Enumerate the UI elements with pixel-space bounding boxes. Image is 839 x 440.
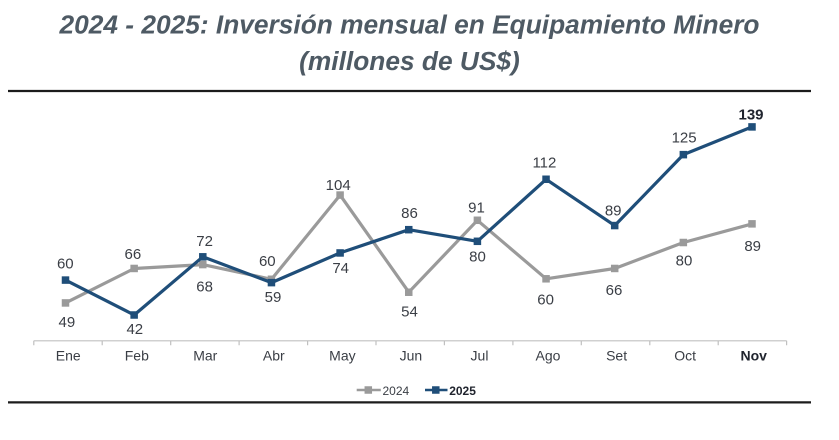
svg-text:89: 89 bbox=[744, 238, 761, 255]
svg-text:104: 104 bbox=[326, 177, 351, 194]
svg-text:2025: 2025 bbox=[449, 384, 476, 398]
svg-text:80: 80 bbox=[469, 249, 486, 266]
svg-text:72: 72 bbox=[196, 233, 213, 250]
svg-text:54: 54 bbox=[401, 304, 418, 321]
svg-text:60: 60 bbox=[259, 253, 276, 270]
svg-text:74: 74 bbox=[332, 260, 349, 277]
svg-text:Jul: Jul bbox=[471, 347, 489, 363]
svg-text:68: 68 bbox=[196, 279, 213, 296]
svg-text:86: 86 bbox=[401, 205, 418, 222]
svg-text:Jun: Jun bbox=[400, 347, 423, 363]
svg-text:2024: 2024 bbox=[383, 384, 410, 398]
svg-text:80: 80 bbox=[676, 253, 693, 270]
svg-text:66: 66 bbox=[606, 282, 623, 299]
svg-text:Feb: Feb bbox=[125, 347, 149, 363]
svg-text:Mar: Mar bbox=[193, 347, 217, 363]
svg-text:112: 112 bbox=[532, 154, 556, 171]
svg-text:60: 60 bbox=[57, 256, 74, 273]
svg-text:125: 125 bbox=[672, 130, 697, 147]
svg-text:Oct: Oct bbox=[674, 347, 696, 363]
svg-text:60: 60 bbox=[537, 292, 554, 309]
svg-text:Nov: Nov bbox=[740, 347, 767, 363]
svg-text:May: May bbox=[329, 347, 355, 363]
svg-text:2024 - 2025: Inversión mensual: 2024 - 2025: Inversión mensual en Equipa… bbox=[58, 10, 759, 40]
svg-text:Abr: Abr bbox=[263, 347, 285, 363]
svg-text:42: 42 bbox=[126, 321, 143, 338]
svg-text:Ene: Ene bbox=[56, 347, 81, 363]
svg-text:66: 66 bbox=[125, 246, 142, 263]
svg-text:59: 59 bbox=[265, 289, 282, 306]
svg-text:139: 139 bbox=[738, 107, 763, 124]
svg-text:Ago: Ago bbox=[536, 347, 561, 363]
svg-text:(millones de US$): (millones de US$) bbox=[299, 46, 520, 76]
svg-text:49: 49 bbox=[59, 314, 76, 331]
svg-text:Set: Set bbox=[606, 347, 627, 363]
svg-text:91: 91 bbox=[468, 200, 485, 217]
svg-text:89: 89 bbox=[605, 203, 622, 220]
